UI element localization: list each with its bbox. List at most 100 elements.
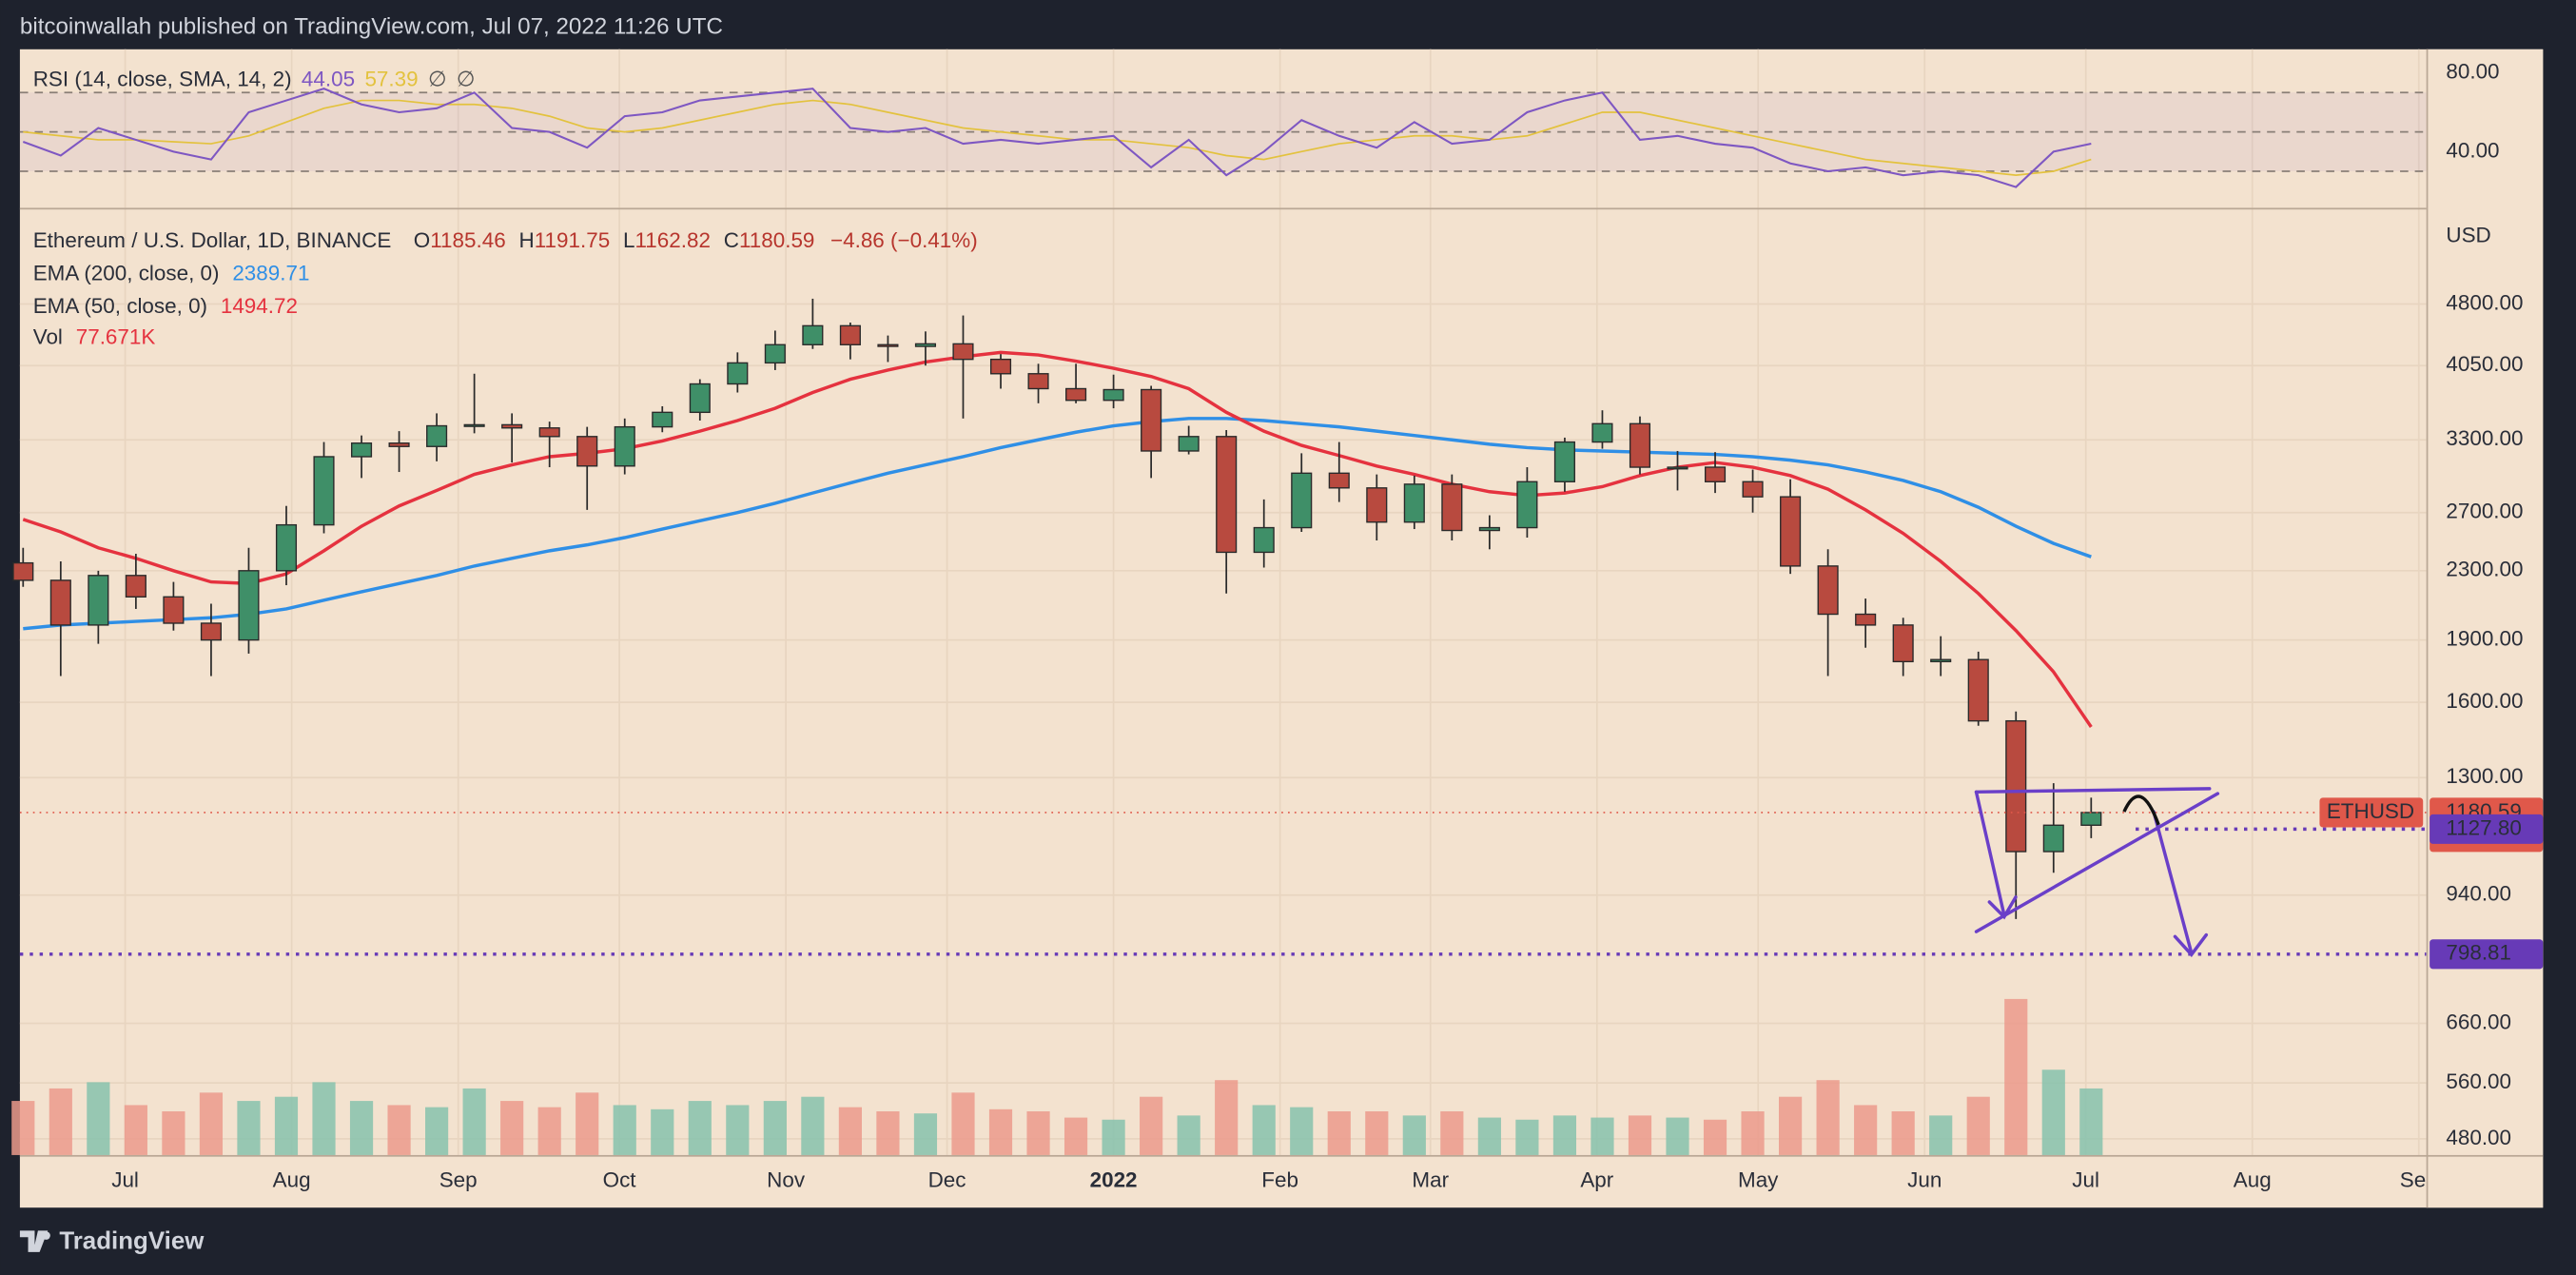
x-tick-label: Jun	[1907, 1167, 1942, 1191]
candle-body	[275, 523, 298, 572]
y-tick-label: 3300.00	[2446, 426, 2523, 450]
legend-value: 44.05	[302, 68, 355, 91]
volume-bar	[312, 1082, 336, 1155]
ohlc-value: 1180.59	[739, 228, 814, 252]
volume-bar	[763, 1101, 787, 1155]
candle-body	[1629, 422, 1651, 468]
candle-body	[1742, 481, 1764, 498]
change: −4.86 (−0.41%)	[830, 228, 978, 252]
volume-bar	[1891, 1111, 1915, 1155]
candle-body	[1704, 466, 1727, 482]
candle-body	[1817, 565, 1839, 616]
candle-body	[1892, 624, 1914, 663]
candle-body	[1366, 487, 1388, 523]
candle-body	[727, 362, 749, 385]
legend-name: RSI (14, close, SMA, 14, 2)	[33, 68, 292, 91]
y-tick-label: 4800.00	[2446, 290, 2523, 314]
x-tick-label: Jul	[111, 1167, 139, 1191]
ema-line	[23, 417, 2092, 631]
y-tick-label: 2300.00	[2446, 558, 2523, 581]
x-tick-label: Mar	[1412, 1167, 1449, 1191]
x-tick-label: Dec	[928, 1167, 966, 1191]
volume-bar	[124, 1105, 147, 1155]
symbol-line: Ethereum / U.S. Dollar, 1D, BINANCE O118…	[33, 228, 978, 252]
legend-name: Vol	[33, 325, 63, 349]
volume-bar	[462, 1088, 486, 1155]
published-line: bitcoinwallah published on TradingView.c…	[20, 14, 723, 40]
ohlc-label: O	[414, 228, 430, 252]
volume-bar	[1552, 1115, 1577, 1155]
volume	[11, 998, 2103, 1155]
y-tick-label: 560.00	[2446, 1069, 2511, 1093]
candle-body	[125, 575, 146, 598]
legend-value: 1494.72	[221, 294, 298, 318]
pattern-support	[1974, 792, 2220, 933]
x-tick-label: Feb	[1261, 1167, 1298, 1191]
candle-body	[1553, 441, 1575, 482]
candle-body	[1667, 466, 1688, 470]
candle-body	[989, 358, 1012, 375]
legend-name: EMA (50, close, 0)	[33, 294, 207, 318]
volume-bar	[199, 1092, 224, 1155]
candle-body	[2080, 812, 2102, 826]
ohlc-value: 1191.75	[535, 228, 610, 252]
volume-bar	[1327, 1111, 1351, 1155]
candle-body	[88, 575, 109, 626]
candle-body	[1516, 481, 1538, 529]
volume-bar	[1290, 1107, 1314, 1155]
volume-bar	[274, 1096, 299, 1155]
chart-background	[19, 49, 2544, 1208]
volume-bar	[11, 1101, 35, 1155]
arrow-head	[2173, 932, 2209, 957]
ema-line	[22, 350, 2093, 728]
y-tick-label: 2700.00	[2446, 500, 2523, 523]
volume-bar	[1365, 1111, 1389, 1155]
x-tick-label: Aug	[2234, 1167, 2272, 1191]
volume-bar	[1666, 1117, 1689, 1155]
candle-body	[1253, 526, 1275, 554]
volume-bar	[876, 1111, 900, 1155]
y-tick-label: 4050.00	[2446, 352, 2523, 376]
candle-body	[652, 411, 673, 428]
brand-logo-dot	[42, 1231, 50, 1240]
candle-body	[1967, 658, 1989, 722]
volume-bar	[1252, 1105, 1276, 1155]
volume-bar	[1929, 1115, 1953, 1155]
y-tick-label: 480.00	[2446, 1126, 2511, 1149]
pattern-left	[1974, 790, 2006, 917]
volume-bar	[951, 1092, 975, 1155]
candle-body	[914, 343, 937, 347]
volume-bar	[1741, 1111, 1765, 1155]
candle-body	[1216, 436, 1238, 554]
axes: USD 4800.00 4050.00 3300.00 2700.00 2300.00 1…	[2446, 60, 2523, 1149]
volume-bar	[576, 1092, 599, 1155]
candle-body	[839, 324, 861, 345]
x-tick-label: Jul	[2072, 1167, 2099, 1191]
level-tag	[2430, 814, 2544, 844]
candle-body	[388, 442, 410, 447]
candle-body	[501, 423, 523, 429]
price-axis-background	[2426, 49, 2544, 1208]
legend-value: 2389.71	[232, 261, 309, 284]
volume-bar	[651, 1108, 674, 1155]
volume-bar	[1515, 1119, 1539, 1155]
symbol-tag-label: ETHUSD	[2327, 799, 2414, 823]
candle-body	[538, 427, 560, 438]
volume-bar	[1402, 1115, 1426, 1155]
candle-body	[1328, 472, 1350, 489]
pattern-top	[1974, 787, 2212, 794]
volume-bar	[2079, 1088, 2103, 1155]
candle-body	[1065, 387, 1087, 402]
volume-bar	[425, 1107, 449, 1155]
ohlc-label: H	[519, 228, 535, 252]
candle-body	[350, 442, 373, 458]
candle-body	[426, 424, 448, 447]
candles	[12, 298, 2102, 919]
volume-bar	[1703, 1119, 1727, 1155]
candle-body	[2042, 824, 2064, 853]
rsi-line	[22, 88, 2092, 188]
x-tick-label: Apr	[1580, 1167, 1613, 1191]
candle-body	[877, 343, 899, 347]
ohlc-value: 1185.46	[430, 228, 505, 252]
y-tick-label: 660.00	[2446, 1010, 2511, 1033]
